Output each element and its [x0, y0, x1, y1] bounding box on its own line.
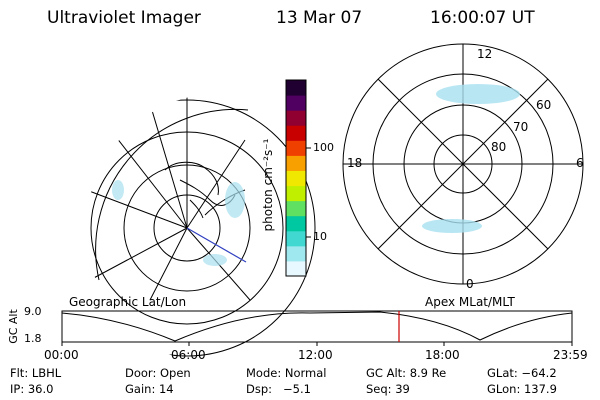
- xtick-0600: 06:00: [171, 348, 206, 362]
- status-gc-alt: GC Alt: 8.9 Re: [366, 366, 447, 380]
- colorbar-band: [286, 80, 306, 96]
- altitude-plot-frame: [61, 310, 573, 343]
- colorbar-band: [286, 140, 306, 156]
- geographic-map: [86, 93, 316, 357]
- mlat-label-60: 60: [536, 98, 552, 112]
- colorbar-band: [286, 125, 306, 141]
- xtick-1800: 18:00: [425, 348, 460, 362]
- local-meridian-line: [186, 227, 247, 263]
- mlat-label-70: 70: [513, 120, 529, 134]
- colorbar: [286, 80, 306, 277]
- status-filter: Flt: LBHL: [10, 366, 62, 380]
- colorbar-band: [286, 110, 306, 126]
- status-mode: Mode: Normal: [246, 366, 327, 380]
- colorbar-tick-10: 10: [313, 230, 327, 243]
- altitude-curve: [61, 311, 573, 342]
- colorbar-band: [286, 170, 306, 187]
- colorbar-band: [286, 215, 306, 232]
- colorbar-band: [286, 245, 306, 262]
- colorbar-band: [286, 260, 306, 277]
- colorbar-frame: [285, 79, 307, 277]
- mlt-label-18: 18: [347, 156, 363, 170]
- mlt-label-12: 12: [477, 47, 493, 61]
- colorbar-band: [286, 230, 306, 247]
- altitude-ytick-low: 1.8: [24, 332, 42, 345]
- mlat-label-80: 80: [491, 140, 507, 154]
- colorbar-tick-100: 100: [313, 141, 334, 154]
- instrument-title: Ultraviolet Imager: [47, 8, 201, 28]
- altitude-ytick-high: 9.0: [24, 305, 42, 318]
- apex-caption: Apex MLat/MLT: [425, 295, 515, 309]
- geographic-caption: Geographic Lat/Lon: [69, 295, 187, 309]
- date-label: 13 Mar 07: [276, 8, 363, 28]
- status-glon: GLon: 137.9: [487, 382, 557, 396]
- time-label: 16:00:07 UT: [430, 8, 535, 28]
- mlt-label-0: 0: [466, 277, 474, 291]
- status-seq: Seq: 39: [366, 382, 410, 396]
- colorbar-band: [286, 185, 306, 202]
- status-door: Door: Open: [125, 366, 191, 380]
- colorbar-unit-label: photon cm⁻²s⁻¹: [261, 138, 275, 232]
- status-dsp: Dsp: −5.1: [246, 382, 311, 396]
- colorbar-band: [286, 155, 306, 171]
- status-gain: Gain: 14: [125, 382, 174, 396]
- colorbar-band: [286, 95, 306, 111]
- altitude-ylabel: GC Alt: [6, 309, 20, 344]
- xtick-1200: 12:00: [298, 348, 333, 362]
- colorbar-band: [286, 200, 306, 217]
- status-ip: IP: 36.0: [10, 382, 54, 396]
- altitude-plot: [61, 310, 573, 346]
- xtick-0000: 00:00: [44, 348, 79, 362]
- mlt-label-6: 6: [576, 156, 584, 170]
- xtick-2359: 23:59: [553, 348, 588, 362]
- status-glat: GLat: −64.2: [487, 366, 557, 380]
- apex-map: [342, 43, 584, 285]
